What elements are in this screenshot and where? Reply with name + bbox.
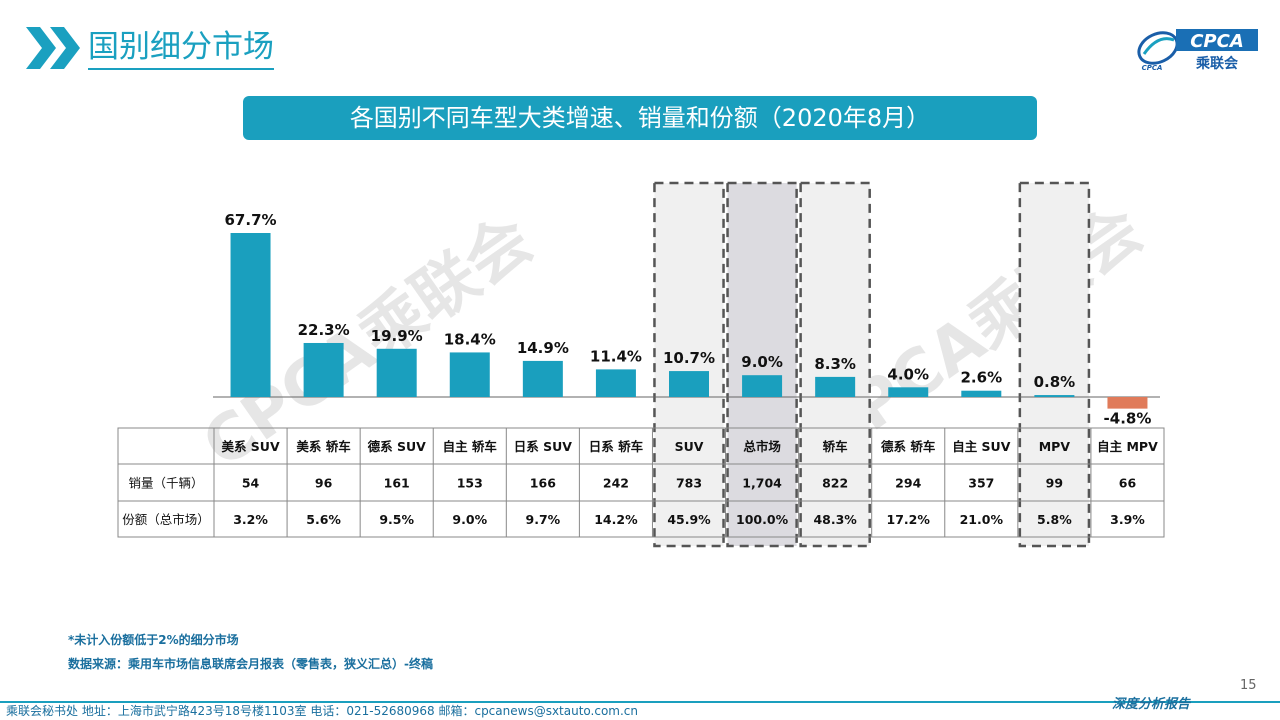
logo-subtext: 乘联会 [1195,55,1239,72]
table-header-7: 总市场 [743,439,781,454]
table-cell-1-9: 17.2% [887,512,931,527]
table-header-11: MPV [1039,439,1071,454]
table-header-8: 轿车 [823,439,849,454]
data-label-12: -4.8% [1104,410,1152,428]
table-cell-0-4: 166 [530,476,556,491]
bar-8 [815,376,856,397]
table-cell-0-2: 161 [384,476,410,491]
bars-layer: 67.7% 22.3% 19.9% 18.4% 14.9% 11.4% 10.7% 9.0% 8… [213,211,1160,428]
bar-10 [961,390,1002,397]
table-row-label-1: 份额（总市场） [122,512,210,527]
note-source: 数据来源：乘用车市场信息联席会月报表（零售表，狭义汇总）-终稿 [68,657,433,671]
note-share: *未计入份额低于2%的细分市场 [68,633,239,647]
data-label-0: 67.7% [225,211,277,229]
highlight-box-6 [653,181,725,548]
highlight-box-11 [1018,181,1091,548]
data-table: 美系 SUV 美系 轿车 德系 SUV 自主 轿车 日系 SUV 日系 轿车 SUV 总市场 轿… [117,427,1165,538]
data-label-8: 8.3% [814,355,856,373]
highlight-layer [653,181,1091,548]
bar-0 [230,233,271,397]
table-cell-1-3: 9.0% [452,512,487,527]
table-row-label-0: 销量（千辆） [128,476,203,491]
data-label-11: 0.8% [1034,373,1076,391]
table-header-4: 日系 SUV [514,439,573,454]
table-cell-0-1: 96 [315,476,333,491]
data-label-5: 11.4% [590,347,642,365]
table-header-1: 美系 轿车 [296,439,351,454]
table-cell-0-6: 783 [676,476,702,491]
bar-12 [1107,397,1148,409]
table-cell-1-5: 14.2% [594,512,638,527]
table-cell-1-11: 5.8% [1037,512,1072,527]
table-header-9: 德系 轿车 [881,439,936,454]
table-cell-0-0: 54 [242,476,260,491]
bar-1 [303,342,344,397]
data-label-3: 18.4% [444,330,496,348]
table-header-12: 自主 MPV [1097,439,1158,454]
table-header-0: 美系 SUV [221,439,280,454]
data-label-6: 10.7% [663,349,715,367]
table-cell-0-9: 294 [895,476,921,491]
highlight-box-8 [799,181,871,548]
footer-rule [0,701,1100,703]
page-title: 国别细分市场 [88,26,274,70]
cpca-logo: CPCA 乘联会 CPCA [1137,29,1258,72]
table-cell-1-12: 3.9% [1110,512,1145,527]
data-label-7: 9.0% [741,353,783,371]
table-cell-0-12: 66 [1119,476,1137,491]
table-cell-0-10: 357 [968,476,994,491]
bar-5 [595,369,636,397]
data-label-2: 19.9% [371,327,423,345]
table-cell-0-11: 99 [1046,476,1063,491]
table-border [117,427,1165,538]
bar-9 [888,387,929,397]
table-cell-0-7: 1,704 [742,476,782,491]
table-cell-1-4: 9.7% [526,512,561,527]
bar-2 [376,348,417,397]
table-cell-1-8: 48.3% [813,512,857,527]
bar-11 [1034,395,1075,397]
table-cell-1-6: 45.9% [667,512,711,527]
chart-banner-title: 各国别不同车型大类增速、销量和份额（2020年8月） [243,96,1037,140]
footer-contact: 乘联会秘书处 地址：上海市武宁路423号18号楼1103室 电话：021-526… [6,704,639,718]
table-cell-0-8: 822 [822,476,848,491]
logo-mark: CPCA [1142,64,1163,72]
footer-report-label: 深度分析报告 [1112,697,1191,712]
table-cell-1-1: 5.6% [306,512,341,527]
table-header-2: 德系 SUV [368,439,427,454]
highlight-box-7 [726,181,798,548]
page-number: 15 [1240,678,1257,693]
table-header-5: 日系 轿车 [589,439,644,454]
foot-notes: *未计入份额低于2%的细分市场 数据来源：乘用车市场信息联席会月报表（零售表，狭… [68,628,433,676]
table-cell-1-7: 100.0% [736,512,789,527]
table-cell-0-3: 153 [457,476,483,491]
table-cell-1-2: 9.5% [379,512,414,527]
data-label-10: 2.6% [961,369,1003,387]
bar-4 [522,360,563,397]
data-label-4: 14.9% [517,339,569,357]
chevron-double-icon [26,27,80,69]
table-header-6: SUV [675,439,704,454]
bar-6 [669,371,709,397]
table-header-3: 自主 轿车 [443,439,498,454]
footer-ribbon [1100,701,1280,703]
table-header-10: 自主 SUV [952,439,1011,454]
table-cell-1-0: 3.2% [233,512,268,527]
logo-text: CPCA [1190,31,1244,52]
bar-7 [742,375,783,397]
data-label-1: 22.3% [298,321,350,339]
bar-3 [449,352,490,397]
table-cell-0-5: 242 [603,476,629,491]
table-cell-1-10: 21.0% [960,512,1004,527]
data-label-9: 4.0% [887,365,929,383]
